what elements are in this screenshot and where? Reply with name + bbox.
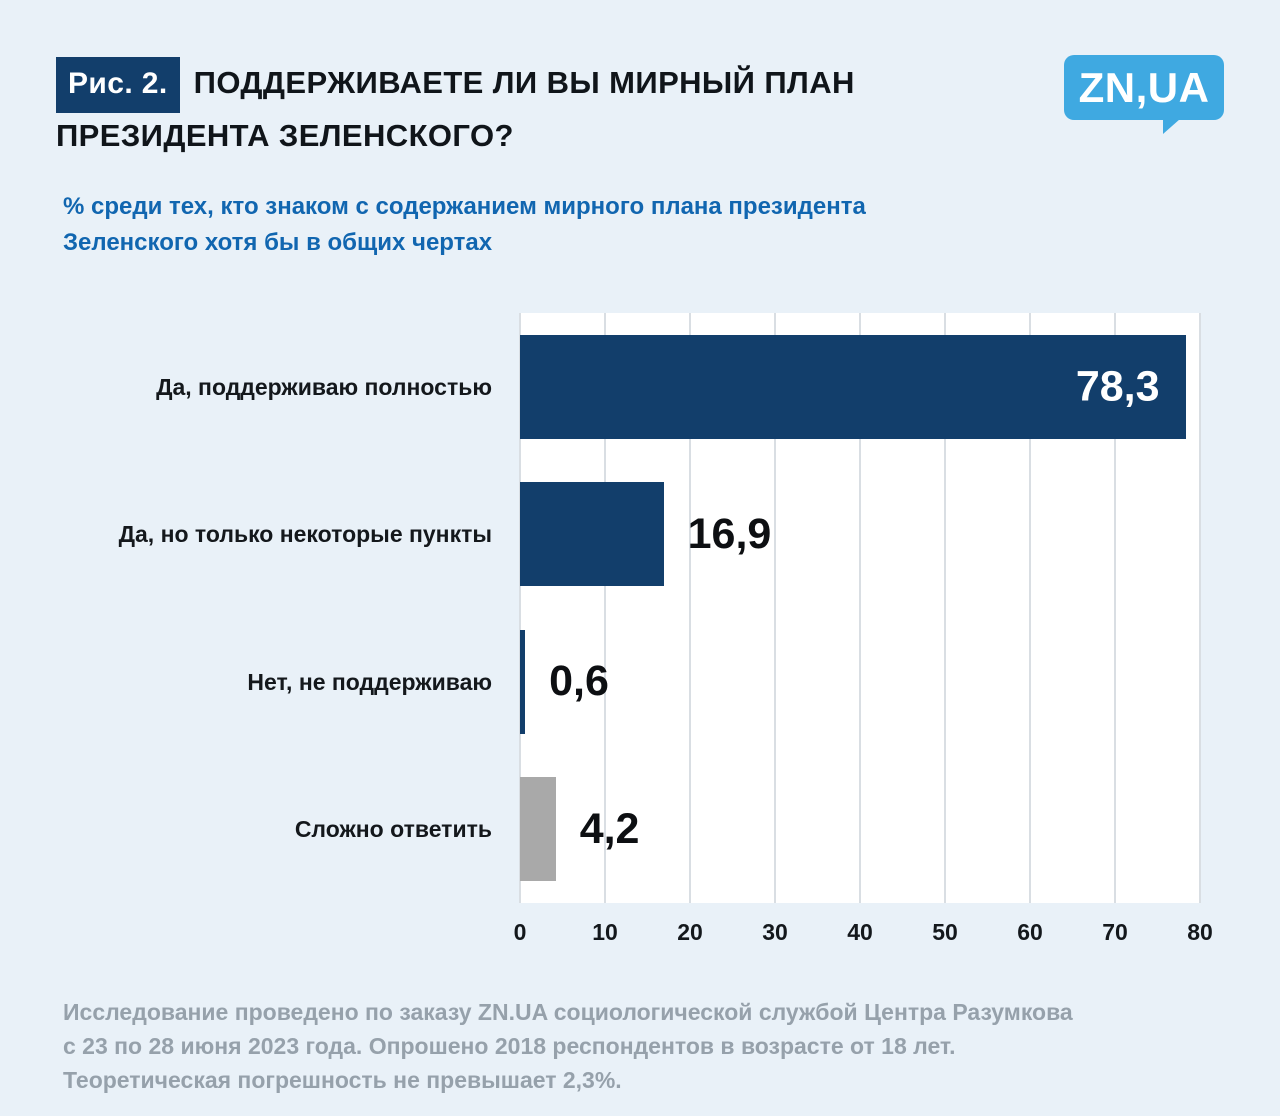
- x-axis: 0 10 20 30 40 50 60 70 80: [514, 903, 1213, 951]
- gridline: [1029, 313, 1031, 903]
- footer-note: Исследование проведено по заказу ZN.UA с…: [63, 995, 1224, 1097]
- footer-line-3: Теоретическая погрешность не превышает 2…: [63, 1067, 622, 1093]
- footer-line-2: с 23 по 28 июня 2023 года. Опрошено 2018…: [63, 1033, 956, 1059]
- bar-area: 4,2: [520, 756, 1200, 904]
- value-label: 0,6: [549, 657, 609, 706]
- chart-rows: Да, поддерживаю полностью 78,3 Да, но толь…: [56, 313, 1200, 903]
- chart-row: Да, поддерживаю полностью 78,3: [56, 313, 1200, 461]
- category-label: Нет, не поддерживаю: [247, 668, 492, 695]
- category-label: Да, поддерживаю полностью: [156, 373, 492, 400]
- x-tick-label: 80: [1187, 919, 1213, 945]
- value-label: 4,2: [579, 804, 640, 853]
- bar: [520, 629, 526, 734]
- bar-area: 16,9: [520, 461, 1200, 609]
- subtitle-line1: % среди тех, кто знаком с содержанием ми…: [63, 193, 866, 220]
- x-tick-label: 70: [1102, 919, 1128, 945]
- chart-row: Да, но только некоторые пункты 16,9: [56, 461, 1200, 609]
- x-tick-label: 50: [932, 919, 958, 945]
- chart-subtitle: % среди тех, кто знаком с содержанием ми…: [63, 189, 1224, 261]
- bar: [520, 482, 664, 587]
- x-tick-label: 40: [847, 919, 873, 945]
- x-tick-label: 30: [762, 919, 788, 945]
- x-tick-label: 60: [1017, 919, 1043, 945]
- bar-area: 78,3: [520, 313, 1200, 461]
- subtitle-line2: Зеленского хотя бы в общих чертах: [63, 229, 493, 256]
- bar-area: 0,6: [520, 608, 1200, 756]
- gridline: [859, 313, 861, 903]
- chart-row: Сложно ответить 4,2: [56, 756, 1200, 904]
- gridline: [774, 313, 776, 903]
- znua-logo: ZN,UA: [1064, 55, 1224, 134]
- gridline: [604, 313, 606, 903]
- page-title: Рис. 2. ПОДДЕРЖИВАЕТЕ ЛИ ВЫ МИРНЫЙ ПЛАН П…: [56, 57, 1224, 159]
- gridline: [1199, 313, 1201, 903]
- x-tick-label: 20: [677, 919, 703, 945]
- header: Рис. 2. ПОДДЕРЖИВАЕТЕ ЛИ ВЫ МИРНЫЙ ПЛАН П…: [56, 55, 1224, 159]
- gridline: [1114, 313, 1116, 903]
- figure-badge: Рис. 2.: [56, 57, 180, 113]
- footer-line-1: Исследование проведено по заказу ZN.UA с…: [63, 999, 1073, 1025]
- bar: [520, 777, 556, 882]
- gridline: [689, 313, 691, 903]
- value-label: 78,3: [1075, 362, 1160, 411]
- bar-chart: Да, поддерживаю полностью 78,3 Да, но толь…: [56, 313, 1201, 903]
- logo-text: ZN,UA: [1078, 63, 1210, 111]
- category-label: Сложно ответить: [294, 816, 492, 843]
- x-tick-label: 10: [592, 919, 618, 945]
- title-line2: ПРЕЗИДЕНТА ЗЕЛЕНСКОГО?: [56, 118, 514, 153]
- title-line1: ПОДДЕРЖИВАЕТЕ ЛИ ВЫ МИРНЫЙ ПЛАН: [193, 65, 855, 100]
- gridline: [519, 313, 521, 903]
- x-tick-label: 0: [513, 919, 527, 945]
- bar: 78,3: [520, 334, 1186, 439]
- chart-row: Нет, не поддерживаю 0,6: [56, 608, 1200, 756]
- category-label: Да, но только некоторые пункты: [118, 521, 492, 548]
- value-label: 16,9: [687, 509, 772, 558]
- gridline: [944, 313, 946, 903]
